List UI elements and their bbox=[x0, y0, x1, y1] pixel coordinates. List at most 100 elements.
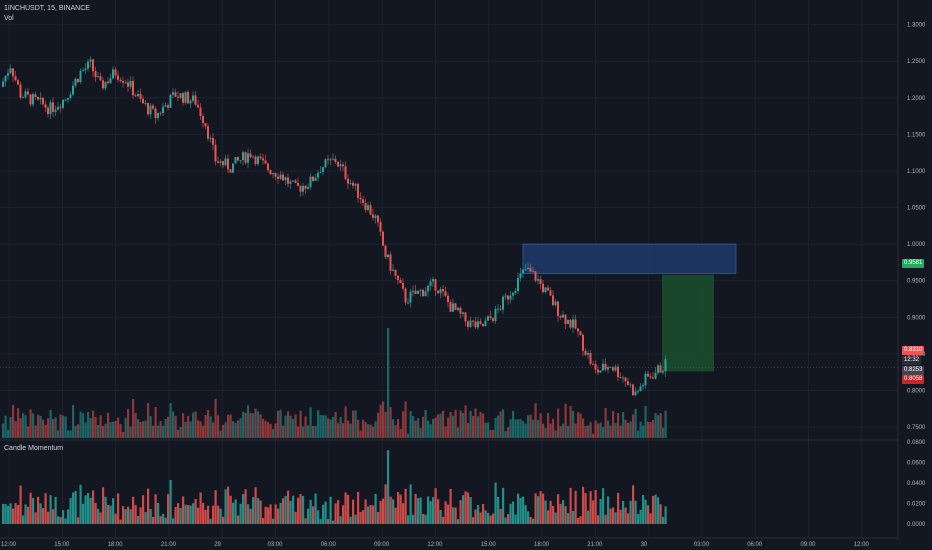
momentum-bar bbox=[659, 504, 662, 524]
candle-body bbox=[12, 68, 14, 77]
momentum-bar bbox=[389, 496, 392, 524]
momentum-bar bbox=[204, 509, 207, 524]
candle-body bbox=[334, 158, 337, 163]
momentum-bar bbox=[477, 504, 480, 524]
volume-bar bbox=[662, 427, 665, 438]
volume-bar bbox=[389, 407, 392, 438]
momentum-bar bbox=[492, 513, 495, 524]
volume-bar bbox=[497, 415, 500, 438]
volume-bar bbox=[439, 413, 442, 438]
time-tick-label: 18:00 bbox=[534, 542, 550, 548]
volume-bar bbox=[592, 433, 595, 438]
volume-bar bbox=[642, 425, 645, 438]
volume-bar bbox=[654, 413, 657, 438]
momentum-bar bbox=[182, 496, 185, 524]
momentum-bar bbox=[459, 500, 462, 524]
volume-bar bbox=[172, 411, 175, 438]
volume-bar bbox=[467, 423, 470, 438]
momentum-bar bbox=[89, 497, 92, 524]
momentum-bar bbox=[472, 517, 475, 524]
volume-bar bbox=[364, 422, 367, 438]
volume-bar bbox=[244, 412, 247, 438]
momentum-bar bbox=[592, 500, 595, 524]
momentum-bar bbox=[222, 516, 225, 524]
volume-bar bbox=[514, 419, 517, 438]
momentum-bar bbox=[142, 495, 145, 524]
momentum-bar bbox=[162, 513, 165, 524]
volume-bar bbox=[644, 406, 647, 438]
momentum-bar bbox=[157, 502, 160, 524]
volume-bar bbox=[419, 427, 422, 438]
momentum-bar bbox=[439, 510, 442, 524]
volume-bar bbox=[492, 429, 495, 438]
momentum-bar bbox=[524, 505, 527, 524]
momentum-bar bbox=[134, 505, 137, 524]
volume-bar bbox=[569, 406, 572, 438]
candle-body bbox=[182, 93, 184, 103]
momentum-bar bbox=[264, 506, 267, 524]
candle-body bbox=[42, 97, 44, 105]
volume-bar bbox=[334, 412, 337, 438]
momentum-bar bbox=[654, 494, 657, 524]
momentum-bar bbox=[277, 508, 280, 524]
volume-bar bbox=[502, 409, 505, 438]
momentum-bar bbox=[129, 509, 132, 524]
momentum-bar bbox=[392, 499, 395, 524]
volume-bar bbox=[124, 417, 127, 438]
volume-bar bbox=[657, 415, 660, 438]
momentum-bar bbox=[22, 515, 25, 524]
momentum-tick-label: 0.0000 bbox=[907, 522, 926, 528]
momentum-bar bbox=[179, 507, 182, 524]
candle-body bbox=[607, 367, 609, 370]
volume-bar bbox=[97, 424, 100, 438]
volume-bar bbox=[69, 430, 72, 438]
momentum-bar bbox=[562, 500, 565, 524]
volume-bar bbox=[387, 328, 390, 438]
candle-body bbox=[589, 352, 592, 364]
volume-bar bbox=[484, 422, 487, 438]
candle-body bbox=[477, 321, 479, 328]
volume-bar bbox=[549, 423, 552, 438]
momentum-bar bbox=[189, 505, 192, 524]
candle-body bbox=[67, 97, 69, 100]
momentum-bar bbox=[44, 493, 47, 524]
momentum-bar bbox=[444, 501, 447, 524]
momentum-bar bbox=[49, 495, 52, 524]
volume-bar bbox=[584, 426, 587, 438]
volume-bar bbox=[624, 419, 627, 438]
candle-body bbox=[367, 205, 369, 210]
volume-bar bbox=[399, 428, 402, 438]
volume-bar bbox=[482, 413, 485, 438]
volume-bar bbox=[17, 408, 20, 438]
momentum-bar bbox=[374, 493, 377, 524]
time-tick-label: 15:00 bbox=[54, 542, 70, 548]
momentum-bar bbox=[462, 495, 465, 524]
volume-bar bbox=[322, 415, 325, 438]
candle-body bbox=[482, 323, 484, 327]
momentum-bar bbox=[172, 518, 175, 524]
momentum-bar bbox=[14, 503, 17, 524]
volume-bar bbox=[52, 419, 55, 438]
candle-body bbox=[257, 156, 259, 165]
momentum-bar bbox=[372, 505, 375, 524]
momentum-bar bbox=[177, 503, 180, 524]
candle-body bbox=[244, 152, 247, 163]
volume-bar bbox=[327, 418, 330, 438]
price-tick-label: 1.1500 bbox=[907, 132, 926, 138]
momentum-bar bbox=[567, 513, 570, 524]
candle-body bbox=[617, 366, 619, 378]
momentum-bar bbox=[319, 519, 322, 524]
price-tick-label: 0.8000 bbox=[907, 388, 926, 394]
candle-body bbox=[424, 291, 427, 297]
volume-bar bbox=[2, 423, 5, 438]
momentum-bars bbox=[2, 450, 667, 524]
candle-body bbox=[144, 103, 147, 104]
volume-bar bbox=[312, 425, 315, 438]
candle-body bbox=[239, 160, 242, 161]
volume-bar bbox=[437, 414, 440, 438]
momentum-bar bbox=[32, 497, 35, 524]
time-tick-label: 03:00 bbox=[268, 542, 284, 548]
candle-body bbox=[464, 312, 467, 322]
candle-body bbox=[129, 80, 132, 87]
